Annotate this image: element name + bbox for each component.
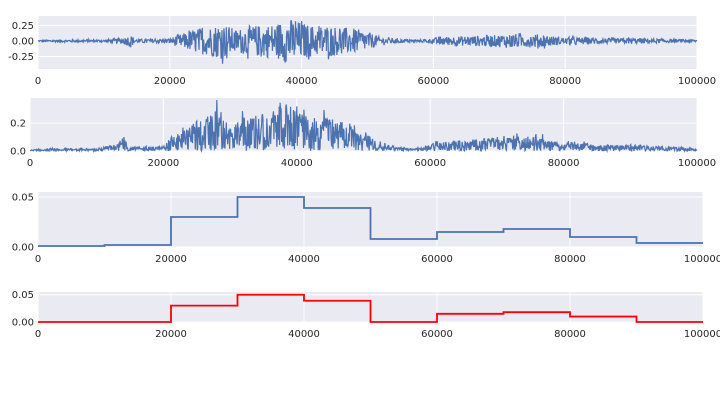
- y-tick-label: 0.00: [12, 318, 34, 329]
- x-tick-label: 80000: [554, 329, 586, 340]
- y-tick-label: 0.25: [12, 21, 34, 32]
- x-tick-label: 80000: [554, 254, 586, 265]
- waveform-subplot: 0 20000 40000 60000 80000 100000 0.25 0.00 -0.25: [8, 16, 716, 87]
- x-tick-label: 80000: [549, 76, 581, 87]
- y-tick-label: 0.05: [12, 290, 34, 301]
- thresholded-subplot: 0 20000 40000 60000 80000 100000 0.05 0.00: [12, 290, 720, 340]
- x-tick-label: 40000: [288, 329, 320, 340]
- x-tick-label: 40000: [286, 76, 318, 87]
- y-tick-label: 0.05: [12, 193, 34, 204]
- waveform-series-line: [37, 19, 698, 64]
- y-tick-label: 0.00: [12, 243, 34, 254]
- y-tick-label: 0.2: [10, 119, 26, 130]
- x-tick-label: 0: [27, 158, 33, 169]
- plot-background: [30, 98, 697, 151]
- x-tick-label: 80000: [548, 158, 580, 169]
- x-tick-label: 20000: [155, 329, 187, 340]
- x-tick-label: 100000: [678, 76, 716, 87]
- thresholded-series-line: [38, 293, 703, 323]
- x-tick-label: 40000: [288, 254, 320, 265]
- block-average-subplot: 0 20000 40000 60000 80000 100000 0.05 0.00: [12, 192, 720, 265]
- x-tick-label: 0: [35, 329, 41, 340]
- x-tick-label: 60000: [414, 158, 446, 169]
- y-tick-label: 0.0: [10, 147, 26, 158]
- x-tick-label: 20000: [154, 76, 186, 87]
- block-average-series-line: [38, 196, 703, 247]
- y-tick-label: -0.25: [8, 52, 34, 63]
- y-tick-label: 0.00: [12, 36, 34, 47]
- x-tick-label: 20000: [147, 158, 179, 169]
- rectified-subplot: 0 20000 40000 60000 80000 100000 0.2 0.0: [10, 98, 716, 169]
- x-tick-label: 100000: [684, 329, 720, 340]
- x-tick-label: 40000: [281, 158, 313, 169]
- x-tick-label: 60000: [417, 76, 449, 87]
- x-tick-label: 60000: [421, 254, 453, 265]
- x-tick-label: 20000: [155, 254, 187, 265]
- x-tick-label: 60000: [421, 329, 453, 340]
- x-tick-label: 0: [35, 254, 41, 265]
- x-tick-label: 0: [35, 76, 41, 87]
- x-tick-label: 100000: [678, 158, 716, 169]
- rectified-series-line: [30, 99, 698, 154]
- x-tick-label: 100000: [684, 254, 720, 265]
